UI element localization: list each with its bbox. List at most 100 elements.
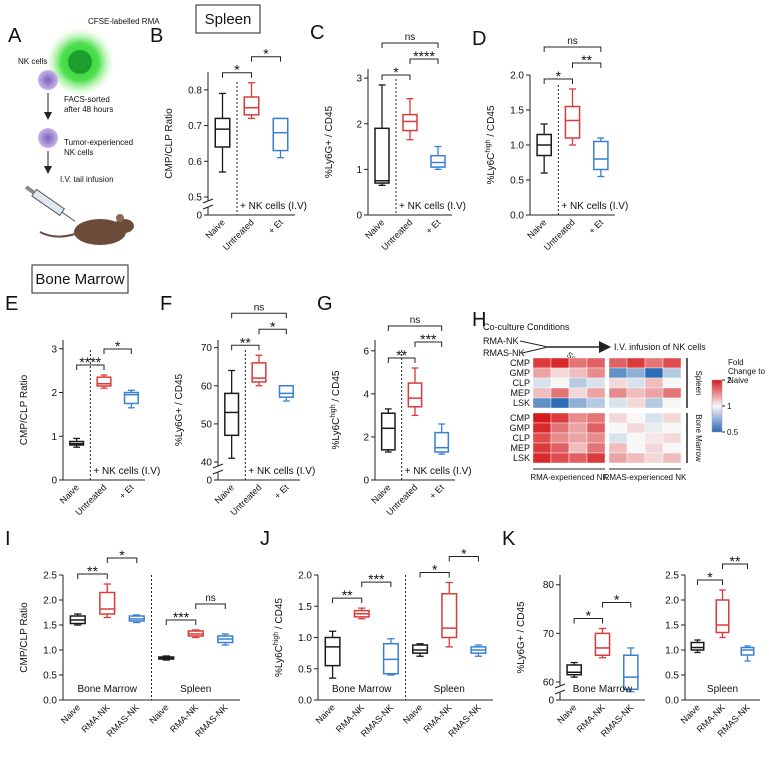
y-tick-label: 80 [543, 580, 555, 591]
heatmap-cell [568, 452, 588, 464]
heatmap-cell [586, 422, 606, 434]
y-tick-label: 40 [201, 458, 213, 469]
box [407, 382, 423, 408]
heatmap-cell [586, 397, 606, 409]
y-tick-label: 0.8 [188, 85, 202, 96]
box [430, 154, 446, 168]
significance-bracket [419, 572, 450, 578]
heatmap-cell [608, 377, 628, 389]
colorbar-title: Fold Change to Naive [728, 358, 765, 385]
y-axis-label-part: %Ly6C [331, 418, 342, 450]
row-label: MEP [510, 443, 530, 453]
significance-label: **** [413, 48, 435, 64]
significance-label: ** [730, 553, 741, 569]
section-box [31, 264, 129, 294]
heatmap-cell [586, 442, 606, 454]
heatmap-cell [550, 387, 570, 399]
significance-bracket [258, 328, 287, 335]
y-axis-label-part: %Ly6C [274, 645, 285, 677]
heatmap-cell [662, 377, 682, 389]
significance-label: * [556, 68, 562, 84]
tumor-nucleus [68, 50, 92, 74]
axis-break-gap [203, 201, 213, 207]
mouse-tail [39, 231, 76, 238]
heatmap-cell [568, 412, 588, 424]
y-tick-label: 0.5 [298, 664, 312, 675]
x-tick-label: + Et [424, 217, 443, 236]
panel-letter: H [472, 309, 486, 331]
y-tick-label: 2.0 [510, 71, 524, 82]
syringe-body [31, 188, 66, 217]
panel-letter: C [310, 22, 324, 44]
significance-label: *** [173, 609, 190, 625]
heatmap-cell [608, 442, 628, 454]
annotation: + NK cells (I.V) [561, 201, 628, 212]
y-tick-label: 2 [363, 432, 369, 443]
box [374, 127, 390, 184]
y-tick-label: 0 [206, 476, 212, 487]
significance-label: * [234, 62, 240, 78]
heatmap-cell [644, 367, 664, 379]
heatmap-cell [550, 377, 570, 389]
y-tick-label: 2.5 [43, 571, 57, 582]
y-tick-label: 0.0 [510, 211, 524, 222]
heatmap-cell [532, 387, 552, 399]
heatmap-cell [662, 357, 682, 369]
y-axis-label: CMP/CLP Ratio [19, 374, 30, 445]
heatmap-cell [550, 452, 570, 464]
annotation: + NK cells (I.V) [240, 201, 307, 212]
y-tick-label: 2 [51, 388, 57, 399]
heatmap-cell [626, 452, 646, 464]
x-tick-label: Naive [204, 217, 227, 240]
axis-break [554, 683, 566, 689]
mouse-ear [116, 214, 124, 222]
axis-break [202, 198, 214, 204]
heatmap-cell [532, 452, 552, 464]
row-label: GMP [509, 423, 530, 433]
significance-bracket [76, 364, 105, 370]
x-tick-label: Naive [679, 702, 702, 725]
box [243, 96, 260, 116]
row-label: CMP [510, 358, 530, 368]
heatmap-cell [532, 367, 552, 379]
heatmap-cell [550, 397, 570, 409]
heatmap-cell [568, 357, 588, 369]
significance-label: ns [254, 302, 265, 313]
box [566, 664, 582, 676]
box [715, 599, 730, 634]
y-tick-label: 0.0 [665, 696, 679, 707]
panel-letter: F [160, 293, 172, 315]
y-tick-label: 4 [363, 389, 369, 400]
significance-label: ns [410, 315, 421, 326]
row-group-label: Bone Marrow [694, 414, 703, 462]
row-label: CMP [510, 413, 530, 423]
heatmap-cell [608, 422, 628, 434]
group-label: Bone Marrow [78, 684, 138, 695]
x-tick-label: Naive [59, 702, 82, 725]
group-label: Spleen [434, 684, 465, 695]
heatmap-cell [532, 377, 552, 389]
heatmap-cell [608, 412, 628, 424]
axis-break [554, 689, 566, 695]
annotation: + NK cells (I.V) [399, 201, 466, 212]
y-tick-label: 1.5 [510, 106, 524, 117]
x-tick-label: Untreated [379, 217, 414, 252]
heatmap-cell [550, 412, 570, 424]
significance-bracket [414, 341, 443, 347]
significance-bracket [387, 325, 443, 331]
heatmap-cell [550, 422, 570, 434]
significance-bracket [77, 573, 108, 579]
significance-label: * [270, 318, 276, 334]
column-group-label: RMA-experienced NK [530, 473, 608, 482]
x-tick-label: + Et [266, 217, 285, 236]
y-axis-label-part: / CD45 [486, 105, 497, 139]
axis-break [212, 463, 224, 469]
heatmap-cell [550, 432, 570, 444]
heatmap-cell [662, 367, 682, 379]
significance-bracket [195, 603, 226, 609]
axis-break [212, 469, 224, 475]
box [272, 117, 289, 152]
y-tick-label: 1.5 [43, 621, 57, 632]
significance-bracket [409, 58, 439, 64]
